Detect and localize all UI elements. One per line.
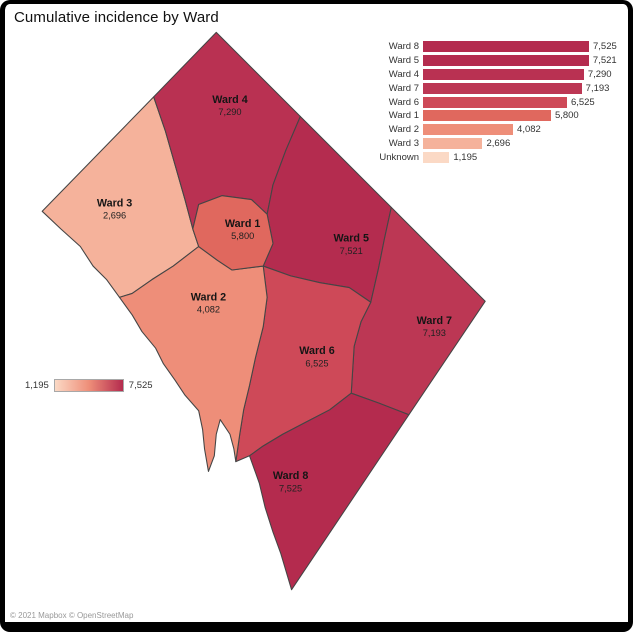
ward-name-label: Ward 3 [97, 197, 132, 209]
legend-row-value: 4,082 [517, 124, 541, 136]
ward-value-label: 6,525 [305, 358, 328, 368]
ward-name-label: Ward 7 [417, 315, 452, 327]
legend-row-bar[interactable] [423, 124, 514, 136]
ward-name-label: Ward 4 [212, 94, 247, 106]
legend-row-value: 7,193 [585, 82, 610, 94]
legend-row: Ward 3 2,696 [373, 137, 617, 151]
legend-row-label: Ward 2 [388, 124, 419, 136]
legend-row: Ward 8 7,525 [373, 40, 617, 54]
legend-row-value: 7,521 [592, 55, 617, 67]
legend-row-label: Ward 7 [388, 82, 419, 94]
ward-value-label: 4,082 [197, 305, 220, 315]
ward-value-label: 7,290 [218, 107, 241, 117]
ward-region-ward-1[interactable] [192, 195, 274, 271]
page-title: Cumulative incidence by Ward [14, 9, 219, 26]
legend-row-value: 7,525 [593, 41, 617, 53]
legend-row-label: Ward 3 [388, 137, 419, 149]
legend-row-bar[interactable] [423, 55, 589, 67]
color-scale-legend: 1,195 7,525 [25, 379, 153, 392]
legend-row: Ward 7 7,193 [373, 81, 617, 95]
legend-row-bar[interactable] [423, 82, 582, 94]
color-scale-bar [53, 379, 124, 392]
legend-row-value: 5,800 [554, 110, 579, 122]
legend-row-label: Ward 8 [388, 41, 419, 53]
legend-row-label: Unknown [379, 151, 419, 163]
legend-row-bar[interactable] [423, 41, 589, 53]
legend-row: Ward 2 4,082 [373, 123, 617, 137]
ward-value-label: 7,521 [340, 246, 363, 256]
ward-name-label: Ward 6 [299, 345, 334, 357]
legend-row: Ward 4 7,290 [373, 68, 617, 82]
legend-row-value: 2,696 [486, 137, 511, 149]
ward-value-label: 7,193 [423, 328, 446, 338]
legend-row-value: 7,290 [587, 68, 612, 80]
legend-row-value: 1,195 [453, 151, 478, 163]
ward-name-label: Ward 1 [225, 218, 260, 230]
ward-bar-legend: Ward 8 7,525 Ward 5 7,521 Ward 4 7,290 Ward 7 7… [373, 40, 617, 164]
ward-value-label: 7,525 [279, 483, 302, 493]
legend-row: Ward 1 5,800 [373, 109, 617, 123]
legend-row-label: Ward 6 [388, 96, 419, 108]
color-scale-min-label: 1,195 [25, 380, 49, 391]
legend-row-bar[interactable] [423, 137, 483, 149]
map-attribution: © 2021 Mapbox © OpenStreetMap [10, 611, 134, 620]
ward-region-ward-8[interactable] [248, 392, 410, 591]
ward-name-label: Ward 2 [191, 291, 226, 303]
color-scale-max-label: 7,525 [128, 380, 153, 391]
legend-row-label: Ward 4 [388, 68, 419, 80]
legend-row-bar[interactable] [423, 151, 450, 163]
ward-name-label: Ward 8 [273, 470, 308, 482]
ward-name-label: Ward 5 [333, 233, 368, 245]
ward-region-ward-2[interactable] [118, 245, 268, 472]
legend-row-label: Ward 1 [388, 110, 419, 122]
legend-row-bar[interactable] [423, 68, 584, 80]
legend-row-bar[interactable] [423, 96, 567, 108]
legend-row: Ward 6 6,525 [373, 95, 617, 109]
legend-row: Unknown 1,195 [373, 150, 617, 164]
ward-value-label: 2,696 [103, 211, 126, 221]
legend-row-value: 6,525 [570, 96, 595, 108]
ward-value-label: 5,800 [231, 231, 254, 241]
legend-row: Ward 5 7,521 [373, 54, 617, 68]
legend-row-bar[interactable] [423, 110, 551, 122]
legend-row-label: Ward 5 [388, 55, 419, 67]
